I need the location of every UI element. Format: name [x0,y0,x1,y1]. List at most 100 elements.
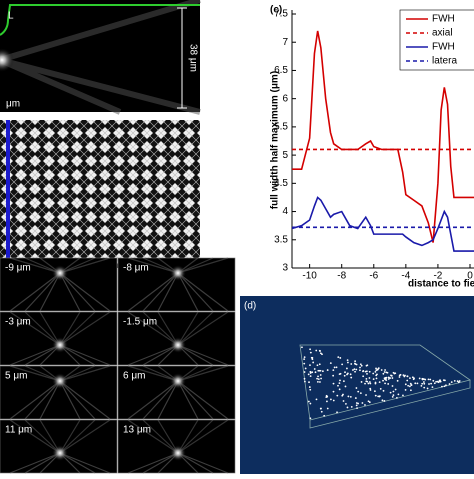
particle [387,378,390,380]
particle [410,384,413,386]
particle [319,352,322,355]
beam [127,452,179,474]
particle [392,371,395,374]
particle [303,377,306,380]
particle [313,368,316,370]
particle [314,371,317,374]
beam [24,311,61,346]
particle [338,388,341,391]
particle [377,395,380,398]
beam [59,419,96,454]
particle [364,370,367,373]
particle [337,356,340,359]
series-line [292,196,474,252]
particle [409,377,411,379]
particle [359,363,362,366]
particle [356,407,358,410]
particle [374,370,377,373]
particle [394,388,397,391]
particle [329,362,332,365]
particle [350,406,353,408]
particle [406,375,409,378]
particle [339,372,342,375]
beam [177,344,229,366]
particle [357,390,360,393]
chart: (c) full width half maximum (μm) distanc… [270,5,474,290]
particle [346,406,349,409]
particle [315,349,318,352]
particle [382,372,385,375]
particle [350,363,353,365]
particle [406,379,409,382]
particle [402,374,405,377]
tile-label: 11 μm [5,425,32,436]
particle [317,378,320,381]
particle [339,379,341,382]
particle [317,375,319,378]
x-tick-label: -4 [401,271,410,282]
particle [361,402,364,404]
beam [59,272,111,312]
particle [457,381,460,384]
particle [404,389,407,391]
y-tick-label: 4 [282,206,288,217]
particle [398,376,401,378]
beam [9,311,61,346]
y-tick-label: 7.5 [274,9,288,20]
beam [177,380,214,420]
particle [316,381,319,383]
particle [319,350,322,352]
particle [365,364,368,367]
particle [366,372,368,375]
particle [430,382,433,385]
particle [359,392,362,395]
particle [309,364,311,367]
particle [427,378,430,381]
particle [372,372,375,375]
particle [344,371,346,374]
y-tick-label: 3 [282,263,288,274]
tile-grid: -9 μm -8 μm -3 μm -1.5 μm 5 μm 6 μm 11 μm 13 μm [0,257,236,474]
particle [428,383,430,385]
panel-label: L [8,11,14,22]
beam [177,419,214,454]
particle [365,377,368,380]
particle [394,372,397,375]
particle [382,389,385,392]
particle [423,386,426,389]
particle [375,367,377,370]
beam [24,419,61,454]
particle [383,400,386,402]
beam [9,272,61,312]
y-tick-label: 6 [282,93,288,104]
particle [355,387,358,389]
particle [307,373,310,376]
focus [170,337,186,353]
focus [170,265,186,281]
particle [376,368,379,371]
particle [342,400,345,402]
tile-label: -8 μm [123,263,149,274]
particle [404,374,406,377]
particle [320,410,323,413]
particle [382,379,384,382]
particle [309,351,312,354]
particle [443,385,446,388]
focus [170,373,186,389]
particle [354,370,356,373]
particle [392,390,395,393]
beam [177,419,229,454]
particle [389,391,392,394]
particle [441,385,443,388]
particle [450,381,453,384]
particle [303,358,306,360]
x-tick-label: -8 [337,271,346,282]
tile-label: 13 μm [123,425,151,436]
particle [418,377,421,380]
particle [383,371,386,373]
particle [332,369,335,372]
particle [332,374,335,377]
particle [439,380,442,383]
particle [311,358,314,361]
